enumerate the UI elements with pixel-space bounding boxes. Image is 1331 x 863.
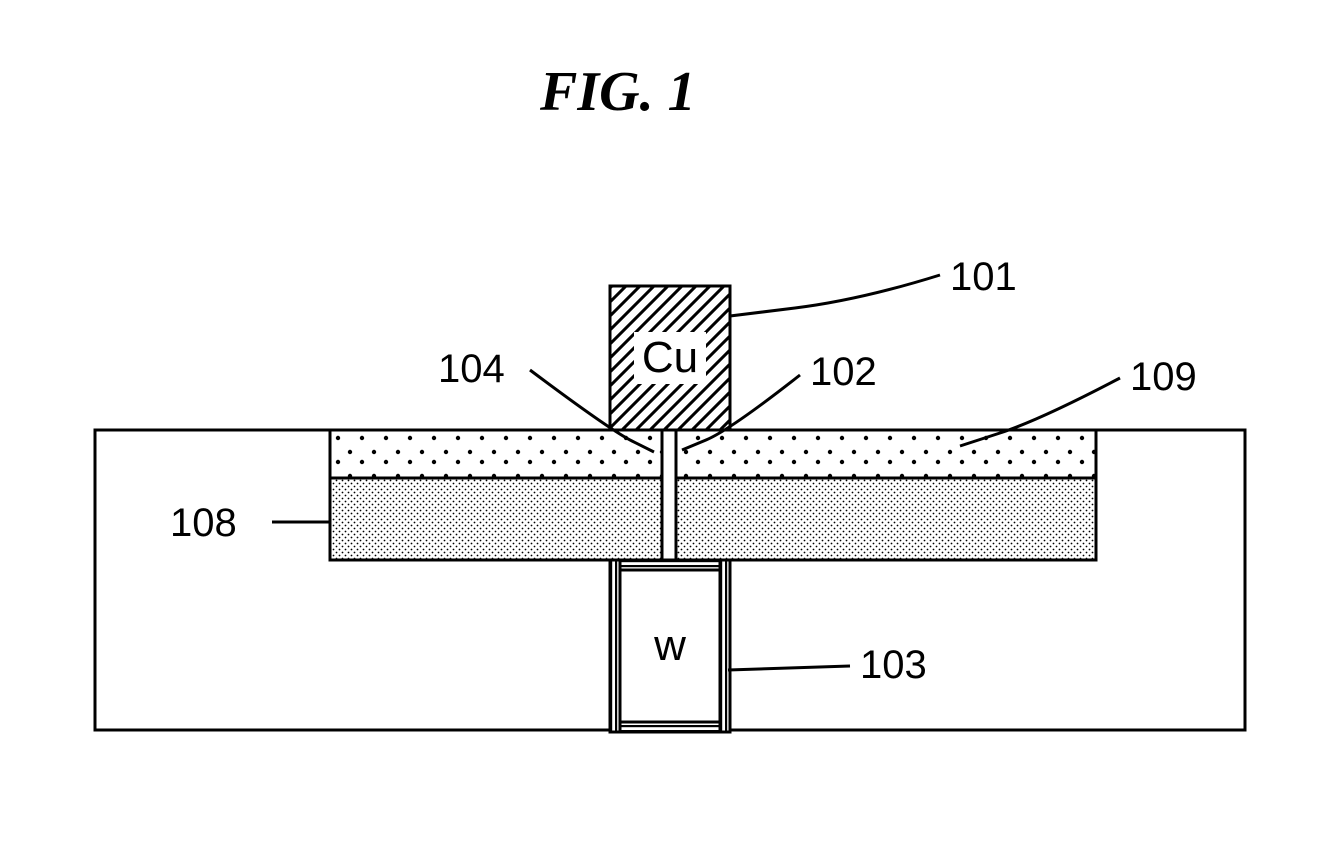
page: FIG. 1 <box>0 0 1331 863</box>
figure-title: FIG. 1 <box>540 60 696 124</box>
label-101: 101 <box>950 255 1017 299</box>
label-104: 104 <box>438 347 505 391</box>
left-strip-top-109 <box>330 430 662 478</box>
label-109: 109 <box>1130 355 1197 399</box>
label-102: 102 <box>810 350 877 394</box>
left-strip-bottom-108 <box>330 478 662 560</box>
right-strip-top-109 <box>676 430 1096 478</box>
w-label: w <box>653 621 686 670</box>
center-slot <box>662 430 676 560</box>
label-108: 108 <box>170 501 237 545</box>
label-103: 103 <box>860 643 927 687</box>
figure-diagram: Cu w 101 102 103 104 108 109 <box>80 230 1260 790</box>
right-strip-bottom-108 <box>676 478 1096 560</box>
leader-101 <box>730 275 940 316</box>
cu-label: Cu <box>642 333 698 382</box>
